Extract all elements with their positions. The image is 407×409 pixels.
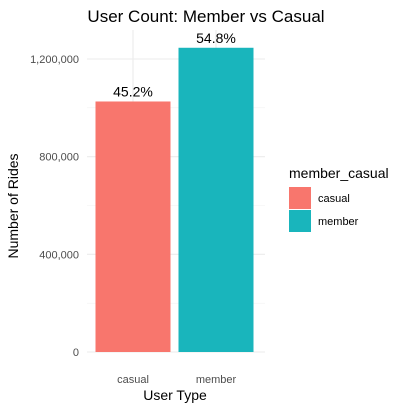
y-axis-ticks: 0 400,000 800,000 1,200,000 xyxy=(30,54,79,359)
x-axis-ticks: casual member xyxy=(117,374,236,386)
data-label-casual: 45.2% xyxy=(113,83,153,99)
y-axis-title: Number of Rides xyxy=(5,153,21,258)
y-tick-label: 0 xyxy=(73,347,79,359)
bar-data-labels: 45.2% 54.8% xyxy=(113,30,236,100)
y-tick-label: 800,000 xyxy=(39,152,79,164)
y-tick-label: 400,000 xyxy=(39,249,79,261)
x-axis-title: User Type xyxy=(143,387,207,403)
legend: member_casual casual member xyxy=(289,165,389,232)
bars xyxy=(95,47,254,352)
data-label-member: 54.8% xyxy=(196,30,236,46)
chart-title: User Count: Member vs Casual xyxy=(87,7,324,26)
bar-member xyxy=(178,47,254,352)
bar-casual xyxy=(95,101,171,352)
x-tick-label-casual: casual xyxy=(117,374,149,386)
legend-swatch-member xyxy=(289,210,311,232)
x-tick-label-member: member xyxy=(196,374,237,386)
y-tick-label: 1,200,000 xyxy=(30,54,79,66)
legend-title: member_casual xyxy=(289,165,389,181)
legend-swatch-casual xyxy=(289,187,311,209)
legend-label-member: member xyxy=(318,216,359,228)
legend-label-casual: casual xyxy=(318,193,350,205)
